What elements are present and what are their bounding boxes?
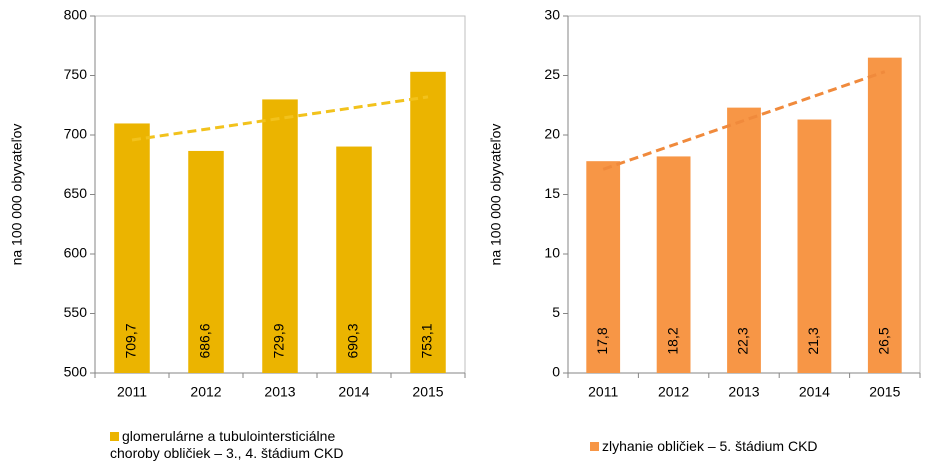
- legend-swatch: [110, 432, 119, 441]
- bar: [586, 161, 621, 373]
- x-tick-label: 2015: [412, 384, 443, 400]
- y-tick-label: 30: [544, 7, 560, 23]
- legend: glomerulárne a tubulointersticiálne chor…: [110, 428, 360, 462]
- x-tick-label: 2011: [588, 384, 618, 400]
- y-tick-label: 800: [64, 7, 88, 23]
- legend-label: zlyhanie obličiek – 5. štádium CKD: [602, 438, 818, 454]
- value-label: 18,2: [664, 327, 680, 354]
- y-axis-label: na 100 000 obyvateľov: [488, 124, 504, 266]
- trendline: [131, 95, 429, 142]
- y-axis-label: na 100 000 obyvateľov: [9, 124, 25, 266]
- bar: [262, 99, 298, 373]
- value-label: 753,1: [419, 323, 435, 358]
- y-tick-label: 0: [552, 364, 560, 380]
- bar: [410, 71, 446, 373]
- y-tick-label: 550: [64, 304, 88, 320]
- bar: [656, 156, 691, 373]
- value-label: 22,3: [735, 327, 751, 354]
- x-tick-label: 2014: [338, 384, 369, 400]
- bar: [727, 107, 761, 373]
- y-tick-label: 10: [544, 245, 560, 261]
- value-label: 686,6: [197, 323, 213, 358]
- value-label: 17,8: [594, 327, 610, 354]
- x-tick-label: 2011: [117, 384, 147, 400]
- legend-swatch: [590, 442, 599, 451]
- x-tick-label: 2013: [728, 384, 759, 400]
- y-tick-label: 700: [64, 126, 88, 142]
- trendline: [602, 70, 886, 171]
- bar: [114, 123, 150, 373]
- value-label: 690,3: [345, 323, 361, 358]
- bar: [797, 119, 832, 373]
- x-tick-label: 2012: [658, 384, 689, 400]
- y-tick-label: 650: [64, 185, 88, 201]
- value-label: 729,9: [271, 323, 287, 358]
- y-tick-label: 15: [544, 185, 560, 201]
- x-tick-label: 2013: [264, 384, 295, 400]
- y-tick-label: 500: [64, 364, 88, 380]
- legend-label: glomerulárne a tubulointersticiálne chor…: [110, 428, 344, 461]
- y-tick-label: 750: [64, 66, 88, 82]
- bar: [336, 146, 372, 373]
- legend: zlyhanie obličiek – 5. štádium CKD: [590, 438, 930, 455]
- value-label: 709,7: [123, 323, 139, 358]
- y-tick-label: 5: [552, 304, 560, 320]
- bar: [188, 150, 224, 373]
- y-tick-label: 25: [544, 66, 560, 82]
- x-tick-label: 2014: [799, 384, 830, 400]
- x-tick-label: 2012: [190, 384, 221, 400]
- y-tick-label: 20: [544, 126, 560, 142]
- bar: [867, 57, 902, 374]
- value-label: 26,5: [876, 327, 892, 354]
- y-tick-label: 600: [64, 245, 88, 261]
- value-label: 21,3: [805, 327, 821, 354]
- x-tick-label: 2015: [869, 384, 900, 400]
